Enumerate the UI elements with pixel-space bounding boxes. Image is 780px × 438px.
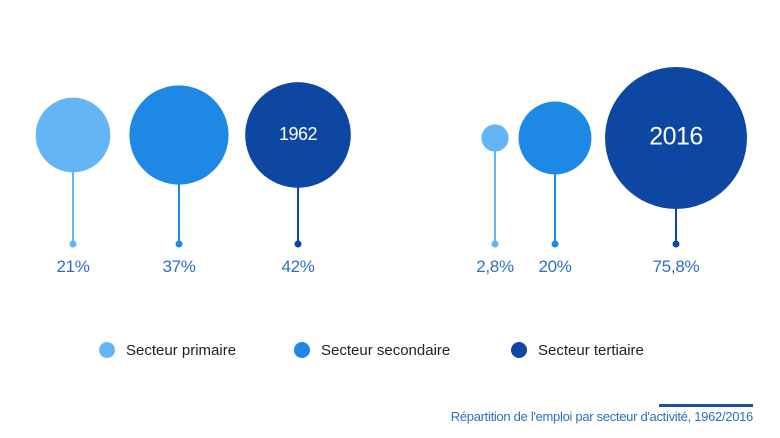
value-label-2016-tertiaire: 75,8%	[653, 257, 700, 276]
bubble-2016-primaire	[481, 124, 509, 152]
legend-dot-tertiaire	[511, 342, 527, 358]
legend-label-tertiaire: Secteur tertiaire	[538, 341, 644, 359]
stem-dot-2016-primaire	[491, 240, 499, 248]
legend-item-secondaire: Secteur secondaire	[294, 338, 450, 362]
legend-label-secondaire: Secteur secondaire	[321, 341, 451, 359]
legend-item-primaire: Secteur primaire	[99, 338, 236, 362]
bubble-1962-tertiaire	[245, 82, 351, 188]
stem-dot-1962-tertiaire	[294, 240, 302, 248]
stem-dot-2016-tertiaire	[672, 240, 680, 248]
value-label-1962-primaire: 21%	[56, 257, 89, 276]
bubble-1962-secondaire	[129, 85, 229, 185]
stem-dot-1962-primaire	[69, 240, 77, 248]
legend: Secteur primaire Secteur secondaire Sect…	[0, 338, 780, 362]
bubble-2016-secondaire	[518, 101, 592, 175]
bubble-2016-tertiaire	[605, 67, 747, 209]
legend-item-tertiaire: Secteur tertiaire	[511, 338, 644, 362]
year-label-2016: 2016	[649, 123, 703, 151]
legend-dot-primaire	[99, 342, 115, 358]
stem-dot-2016-secondaire	[551, 240, 559, 248]
value-label-1962-secondaire: 37%	[162, 257, 195, 276]
legend-label-primaire: Secteur primaire	[126, 341, 237, 359]
legend-dot-secondaire	[294, 342, 310, 358]
value-label-2016-primaire: 2,8%	[476, 257, 514, 276]
year-label-1962: 1962	[279, 124, 318, 144]
caption-accent-bar	[659, 404, 753, 407]
chart-caption: Répartition de l'emploi par secteur d'ac…	[450, 409, 754, 424]
stem-dot-1962-secondaire	[175, 240, 183, 248]
bubble-1962-primaire	[35, 97, 111, 173]
value-label-1962-tertiaire: 42%	[281, 257, 314, 276]
value-label-2016-secondaire: 20%	[538, 257, 571, 276]
